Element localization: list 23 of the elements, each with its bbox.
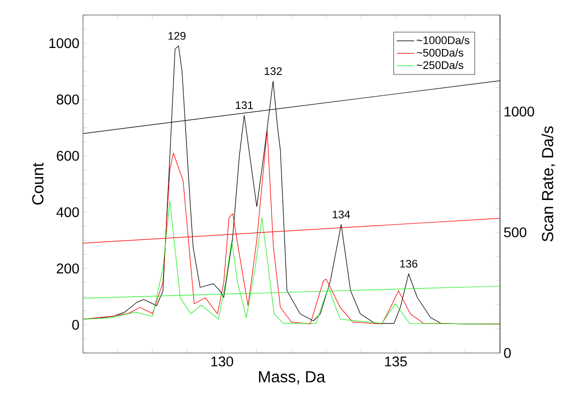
y2-tick-label: 0 bbox=[504, 348, 511, 358]
y-tick-label: 400 bbox=[56, 207, 79, 218]
y-tick-label: 800 bbox=[56, 94, 79, 104]
legend-label: ~500Da/s bbox=[416, 48, 464, 57]
annotation: 136 bbox=[400, 260, 418, 268]
y2-axis-title: Scan Rate, Da/s bbox=[542, 126, 556, 242]
y-tick-label: 200 bbox=[56, 264, 79, 274]
annotation: 132 bbox=[264, 67, 282, 75]
line-series bbox=[83, 200, 500, 324]
legend-label: ~250Da/s bbox=[416, 60, 464, 70]
annotation: 131 bbox=[236, 101, 253, 110]
x-tick-label: 130 bbox=[211, 356, 234, 366]
y2-tick-label: 1000 bbox=[504, 106, 534, 117]
x-axis-title: Mass, Da bbox=[259, 371, 326, 384]
y-tick-label: 0 bbox=[72, 320, 79, 330]
y2-tick-label: 500 bbox=[504, 227, 526, 238]
annotation: 134 bbox=[332, 210, 350, 218]
x-tick-label: 135 bbox=[385, 356, 407, 366]
y-tick-label: 600 bbox=[56, 150, 79, 161]
y-axis-title: Count bbox=[32, 162, 44, 205]
annotation: 129 bbox=[168, 32, 186, 40]
legend-label: ~1000Da/s bbox=[416, 36, 470, 44]
y-tick-label: 1000 bbox=[49, 38, 79, 48]
